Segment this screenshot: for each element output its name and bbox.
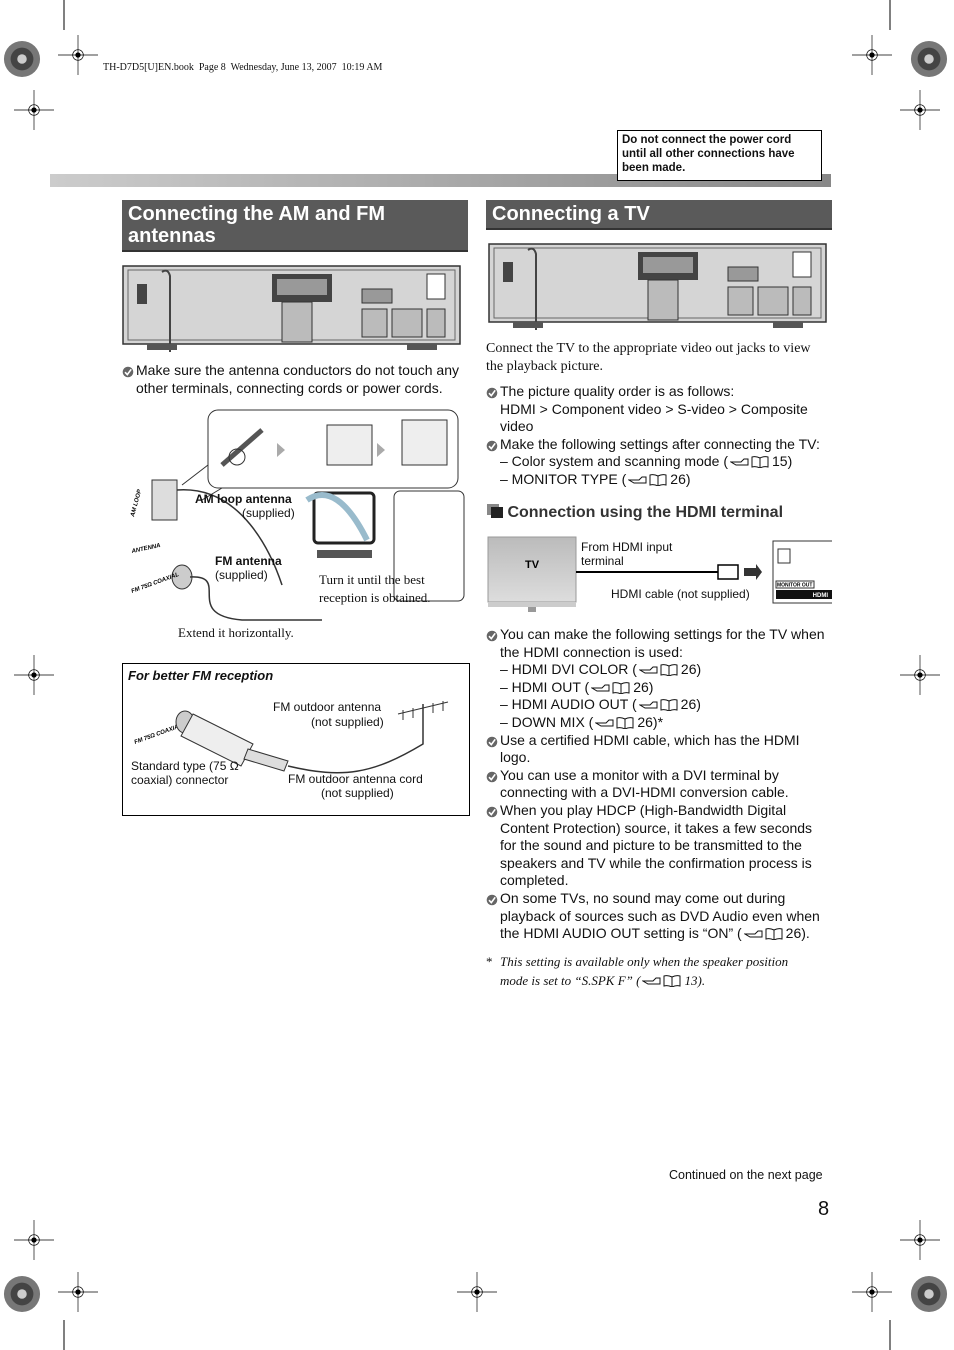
sub-item: – Color system and scanning mode ( 15)	[500, 453, 832, 471]
subheading-text: Connection using the HDMI terminal	[507, 504, 784, 521]
bullet-text: The picture quality order is as follows:	[500, 383, 735, 399]
receiver-illustration	[122, 265, 461, 353]
label: FM antenna	[215, 554, 282, 568]
subheading: Connection using the HDMI terminal	[487, 504, 783, 522]
intro: Connect the TV to the appropriate video …	[486, 341, 811, 374]
footnote: * This setting is available only when th…	[486, 952, 816, 990]
caption: Extend it horizontally.	[178, 625, 294, 640]
caption: Turn it until the best reception is obta…	[319, 572, 431, 605]
label: (not supplied)	[311, 715, 384, 729]
bullet-list: You can make the following settings for …	[486, 626, 832, 943]
bullet-text: Make the following settings after connec…	[500, 435, 820, 452]
ref-page: 26)	[680, 661, 702, 678]
sub-item: HDMI > Component video > S-video > Compo…	[500, 400, 808, 435]
fm-outdoor-diagram: FM 75Ω COAXIAL	[134, 701, 449, 774]
notice: Do not connect the power cord until all …	[617, 130, 822, 181]
sub-text: – HDMI AUDIO OUT (	[500, 696, 637, 713]
bullet: The picture quality order is as follows:…	[486, 383, 832, 436]
label: (supplied)	[215, 568, 268, 582]
box-title: For better FM reception	[128, 668, 274, 683]
sub-item: – MONITOR TYPE ( 26)	[500, 471, 832, 489]
bullet-list: The picture quality order is as follows:…	[486, 383, 832, 489]
sub-item: – HDMI OUT ( 26)	[500, 679, 832, 697]
label: From HDMI input terminal	[581, 540, 673, 568]
ref-page: 26)	[670, 470, 691, 487]
label: (supplied)	[242, 506, 295, 520]
sub-item: – HDMI DVI COLOR ( 26)	[500, 661, 832, 679]
label: HDMI cable (not supplied)	[611, 587, 750, 601]
bullet-text: On some TVs, no sound may come out durin…	[500, 889, 820, 942]
terminal-label: AM LOOP	[130, 488, 144, 519]
ref-page: 26)	[680, 696, 701, 713]
sub-text: – DOWN MIX (	[500, 713, 594, 730]
continued: Continued on the next page	[669, 1168, 823, 1182]
label: Standard type (75 Ω coaxial) connector	[131, 759, 239, 787]
bullet-text: You can use a monitor with a DVI termina…	[500, 766, 789, 801]
footnote-mark: *	[486, 954, 493, 969]
terminal-label: FM 75Ω COAXIAL	[131, 572, 181, 595]
terminal-label: ANTENNA	[130, 543, 161, 555]
sub-item: – DOWN MIX ( 26)*	[500, 714, 832, 732]
bullet-text: Use a certified HDMI cable, which has th…	[500, 731, 800, 766]
fm-box: For better FM reception FM 75Ω COAXIAL F…	[122, 663, 470, 816]
monitor-out: MONITOR OUT	[777, 583, 812, 589]
antenna-diagram: AM LOOP ANTENNA FM 75Ω COAXIAL	[130, 409, 465, 621]
ref-page: 13).	[684, 973, 706, 988]
bullet-text: You can make the following settings for …	[500, 626, 825, 660]
ref-page: 26)	[633, 678, 654, 695]
label: FM outdoor antenna	[273, 700, 382, 714]
sub-text: – HDMI OUT (	[500, 678, 590, 695]
label: FM outdoor antenna cord	[288, 772, 423, 786]
footnote-text: This setting is available only when the …	[500, 954, 789, 988]
hdmi-diagram: TV MONITOR OUT HDMI	[487, 536, 832, 612]
receiver-illustration	[488, 243, 827, 331]
terminal-label: FM 75Ω COAXIAL	[134, 723, 184, 746]
bullet: On some TVs, no sound may come out durin…	[486, 890, 832, 943]
bullet: Make the following settings after connec…	[486, 436, 832, 489]
bullet: You can make the following settings for …	[486, 626, 832, 732]
bullet: You can use a monitor with a DVI termina…	[486, 767, 832, 802]
tv-label: TV	[525, 559, 540, 571]
ref-page: 15)	[772, 453, 793, 470]
note: Make sure the antenna conductors do not …	[122, 362, 482, 397]
label: (not supplied)	[321, 786, 394, 800]
label: AM loop antenna	[195, 492, 292, 506]
ref-page: 26).	[785, 925, 810, 942]
sub-item: – HDMI AUDIO OUT ( 26)	[500, 696, 832, 714]
ref-page: 26)*	[637, 713, 664, 730]
section-title: Connecting the AM and FM antennas	[122, 200, 468, 252]
bullet-text: When you play HDCP (High-Bandwidth Digit…	[500, 801, 813, 889]
bullet: Use a certified HDMI cable, which has th…	[486, 732, 832, 767]
page-number: 8	[818, 1198, 830, 1220]
file-info: TH-D7D5[U]EN.book Page 8 Wednesday, June…	[103, 62, 383, 73]
note-text: Make sure the antenna conductors do not …	[136, 362, 459, 396]
sub-text: – MONITOR TYPE (	[500, 470, 627, 487]
hdmi-label: HDMI	[813, 593, 829, 599]
section-title: Connecting a TV	[486, 200, 832, 230]
sub-text: – Color system and scanning mode (	[500, 453, 728, 470]
bullet: When you play HDCP (High-Bandwidth Digit…	[486, 802, 832, 890]
sub-text: – HDMI DVI COLOR (	[500, 661, 637, 678]
